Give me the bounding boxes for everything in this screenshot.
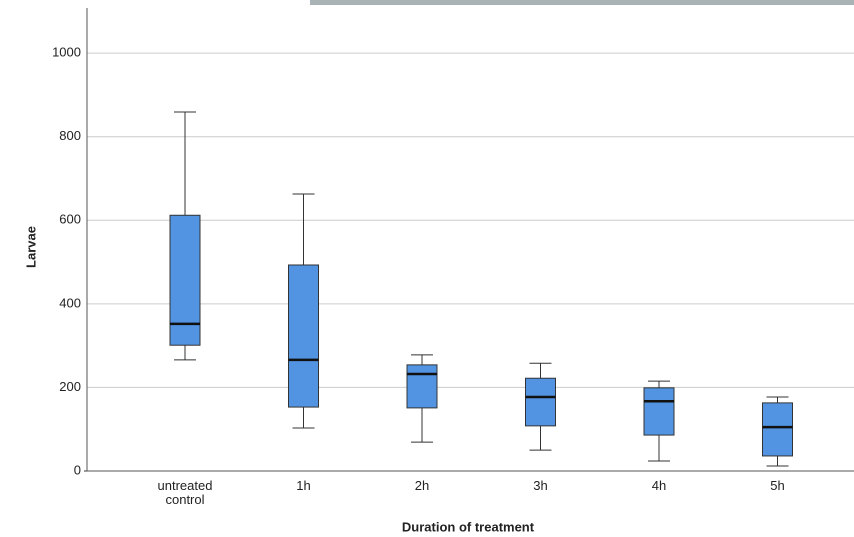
- x-tick-label: 1h: [259, 479, 349, 493]
- y-tick-label: 0: [74, 462, 81, 477]
- photo-fragment: [310, 0, 854, 5]
- y-tick-label: 600: [59, 212, 81, 227]
- y-tick-label: 400: [59, 295, 81, 310]
- x-tick-label: 2h: [377, 479, 467, 493]
- y-tick-label: 200: [59, 379, 81, 394]
- x-tick-label: 5h: [733, 479, 823, 493]
- box: [289, 265, 319, 407]
- y-axis-label: Larvae: [23, 226, 38, 268]
- box: [763, 403, 793, 456]
- box: [644, 388, 674, 435]
- x-tick-label: untreated control: [150, 479, 220, 507]
- y-tick-label: 800: [59, 128, 81, 143]
- x-tick-label: 4h: [614, 479, 704, 493]
- x-axis-label: Duration of treatment: [402, 519, 535, 534]
- box: [170, 215, 200, 345]
- x-tick-label: 3h: [496, 479, 586, 493]
- chart: Larvae Duration of treatment 0 200 400 600 8…: [0, 0, 854, 537]
- box: [407, 365, 437, 408]
- page: Larvae Duration of treatment 0 200 400 600 8…: [0, 0, 854, 537]
- box: [526, 378, 556, 426]
- y-tick-label: 1000: [52, 45, 81, 60]
